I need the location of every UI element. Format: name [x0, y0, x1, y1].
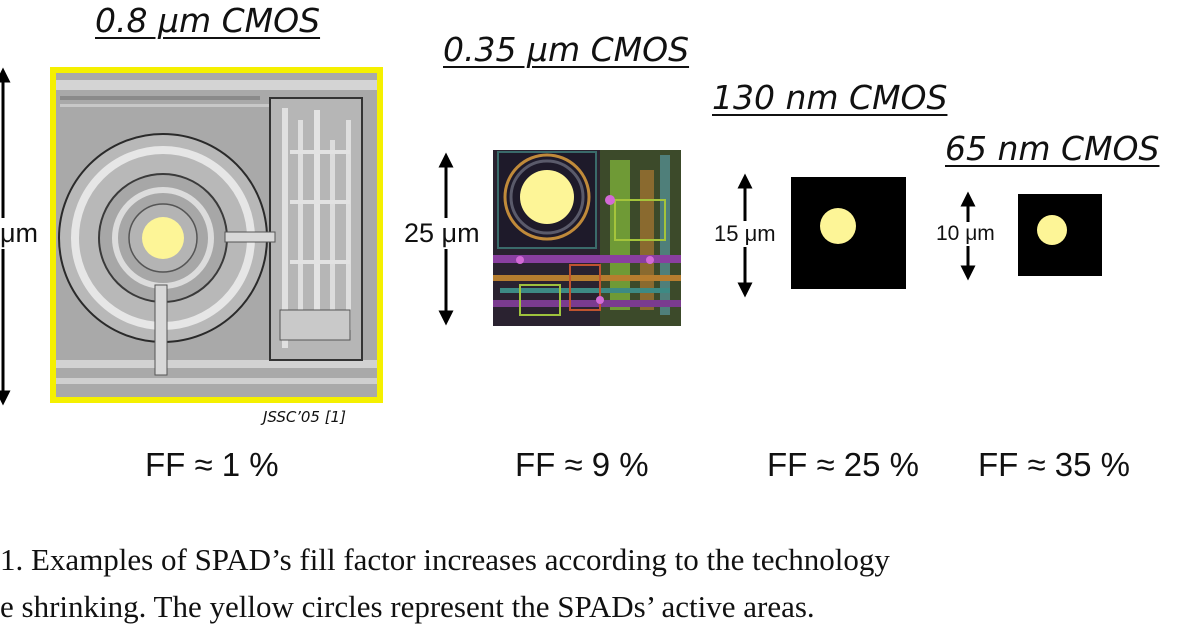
fill-factor-65nm: FF ≈ 35 %	[978, 446, 1130, 483]
dimension-label-035um: 25 μm	[404, 218, 480, 249]
fill-factor-130nm: FF ≈ 25 %	[767, 446, 919, 483]
spad-active-area-65nm	[1037, 215, 1067, 245]
title-035um-cmos: 0.35 μm CMOS	[443, 30, 690, 69]
reference-citation: JSSC’05 [1]	[263, 408, 346, 426]
dimension-label-130nm: 15 μm	[714, 221, 776, 247]
fill-factor-08um: FF ≈ 1 %	[145, 446, 279, 483]
title-08um-cmos: 0.8 μm CMOS	[95, 1, 321, 40]
caption-line-2: e shrinking. The yellow circles represen…	[0, 589, 815, 624]
pixel-130nm	[791, 177, 906, 289]
caption-line-1: 1. Examples of SPAD’s fill factor increa…	[0, 542, 890, 577]
chip-micrograph-08um	[50, 67, 383, 403]
fill-factor-035um: FF ≈ 9 %	[515, 446, 649, 483]
dimension-label-08um: μm	[0, 218, 41, 249]
title-65nm-cmos: 65 nm CMOS	[945, 129, 1160, 168]
spad-active-area-035um	[520, 170, 574, 224]
chip-layout-035um	[493, 150, 681, 326]
title-130nm-cmos: 130 nm CMOS	[712, 78, 948, 117]
spad-active-area-130nm	[820, 208, 856, 244]
pixel-65nm	[1018, 194, 1102, 276]
spad-active-area-08um	[142, 217, 184, 259]
dimension-label-65nm: 10 μm	[936, 222, 995, 246]
